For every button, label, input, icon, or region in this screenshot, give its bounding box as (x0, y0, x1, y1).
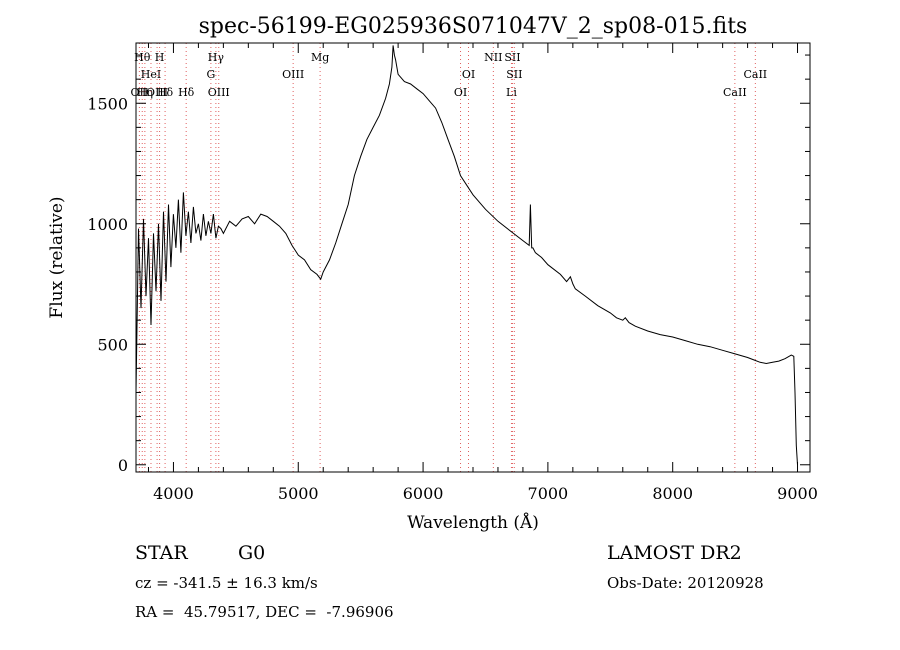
x-tick-label: 4000 (153, 484, 194, 503)
object-class: STAR (135, 542, 188, 564)
line-label: OIII (146, 86, 168, 99)
y-tick-label: 1500 (87, 94, 128, 113)
line-label: Hγ (208, 51, 225, 64)
line-label: H (155, 51, 165, 64)
x-tick-label: 9000 (777, 484, 818, 503)
line-label: SII (506, 68, 522, 81)
coordinates-text: RA = 45.79517, DEC = -7.96906 (135, 603, 394, 621)
line-label: Li (506, 86, 517, 99)
spectrum-line (135, 45, 798, 465)
line-label: Hδ (178, 86, 195, 99)
x-tick-label: 5000 (278, 484, 319, 503)
survey-name: LAMOST DR2 (607, 542, 742, 564)
object-subclass: G0 (238, 542, 266, 564)
line-label: OIII (282, 68, 304, 81)
line-label: OIII (208, 86, 230, 99)
line-label: HeI (141, 68, 161, 81)
x-tick-label: 7000 (528, 484, 569, 503)
line-label: G (206, 68, 215, 81)
y-tick-label: 500 (97, 335, 128, 354)
y-axis-label: Flux (relative) (47, 196, 67, 318)
line-label: OI (454, 86, 467, 99)
line-label: NII (484, 51, 502, 64)
plot-frame (135, 42, 811, 473)
line-label: OI (462, 68, 475, 81)
line-label: Hδ (157, 86, 174, 99)
redshift-text: cz = -341.5 ± 16.3 km/s (135, 574, 318, 592)
line-label: Hη (137, 86, 153, 99)
line-label: Mg (311, 51, 329, 64)
line-label: SII (504, 51, 520, 64)
line-label: Hθ (134, 51, 151, 64)
x-tick-label: 6000 (403, 484, 444, 503)
line-label: CaII (743, 68, 767, 81)
line-label: OII (131, 86, 149, 99)
y-tick-label: 0 (118, 456, 128, 475)
x-axis-label: Wavelength (Å) (407, 512, 539, 533)
line-label: CaII (723, 86, 747, 99)
y-tick-label: 1000 (87, 215, 128, 234)
chart-title: spec-56199-EG025936S071047V_2_sp08-015.f… (199, 14, 748, 39)
x-tick-label: 8000 (652, 484, 693, 503)
obs-date-text: Obs-Date: 20120928 (607, 574, 764, 592)
